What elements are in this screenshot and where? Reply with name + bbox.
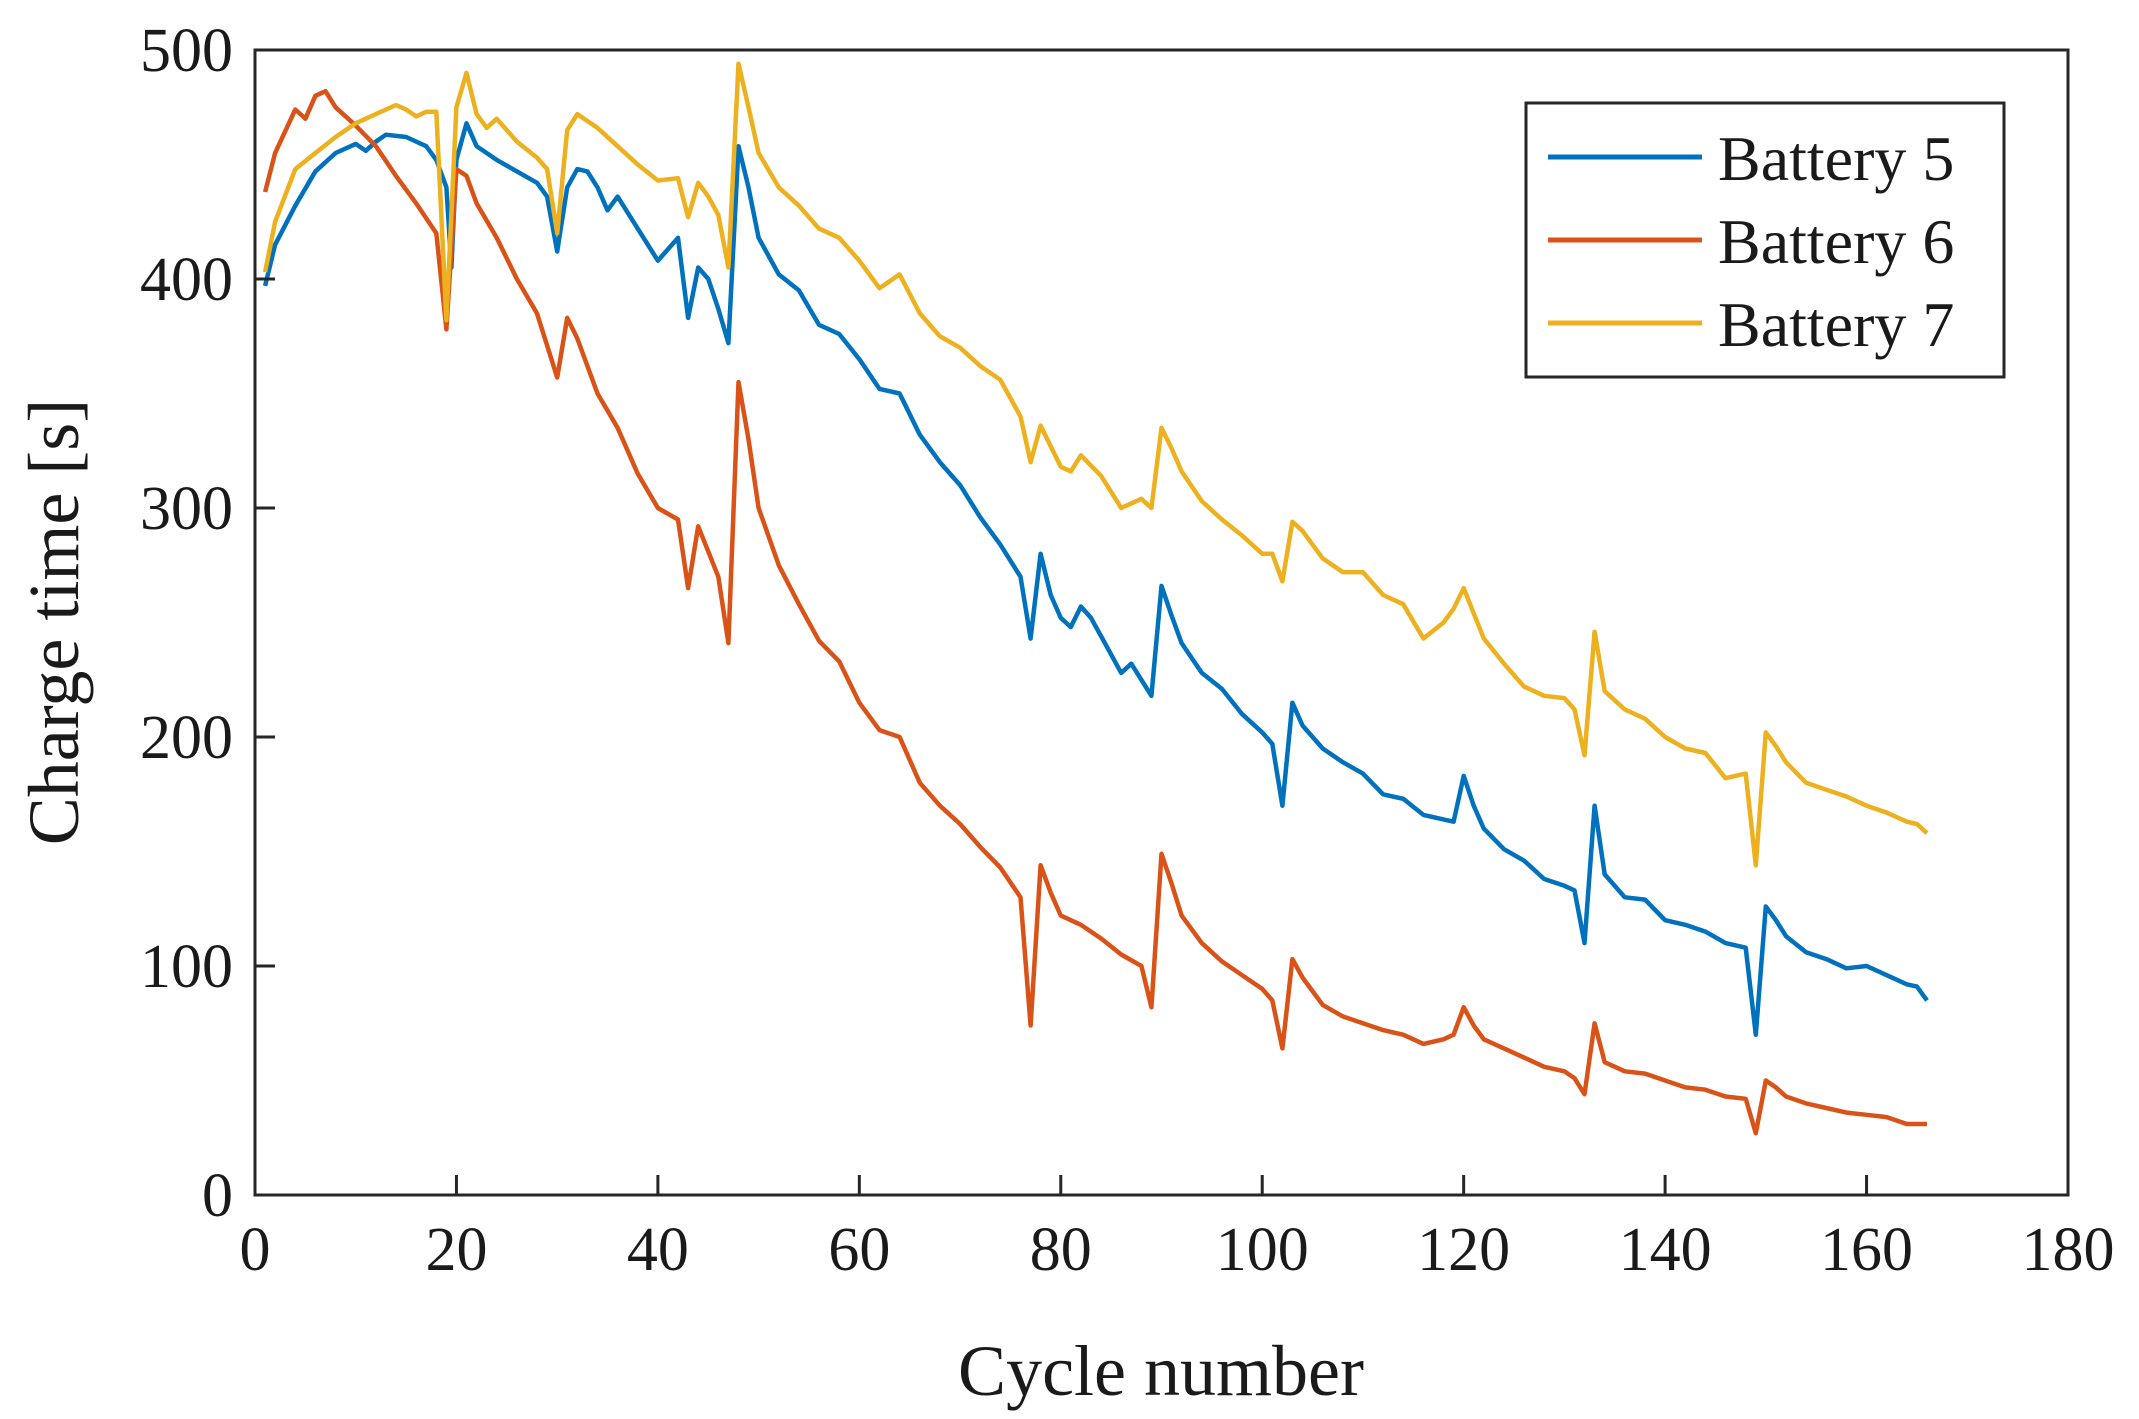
x-tick-label: 80 [1030, 1216, 1092, 1284]
plot-area-frame [253, 48, 2070, 1197]
legend: Battery 5 Battery 6 Battery 7 [1524, 101, 2006, 379]
series-line-battery-7 [262, 61, 1929, 868]
legend-label-battery-5: Battery 5 [1718, 123, 1954, 194]
y-tick-label: 400 [140, 246, 233, 314]
x-tick-label: 140 [1619, 1216, 1712, 1284]
series-line-battery-5 [262, 121, 1929, 1037]
series-layer [262, 61, 1929, 1136]
series-line-battery-6 [262, 88, 1927, 1136]
legend-label-battery-6: Battery 6 [1718, 206, 1954, 277]
x-tick-label: 40 [627, 1216, 689, 1284]
x-tick-label: 160 [1820, 1216, 1913, 1284]
x-tick-label: 120 [1417, 1216, 1510, 1284]
x-tick-label: 0 [240, 1216, 271, 1284]
x-tick-label: 180 [2022, 1216, 2115, 1284]
legend-label-battery-7: Battery 7 [1718, 289, 1954, 360]
x-tick-label: 60 [828, 1216, 890, 1284]
y-tick-label: 300 [140, 475, 233, 543]
x-axis-label: Cycle number [958, 1331, 1364, 1411]
y-tick-label: 200 [140, 704, 233, 772]
x-tick-label: 100 [1216, 1216, 1309, 1284]
y-tick-label: 100 [140, 933, 233, 1001]
x-tick-label: 20 [425, 1216, 487, 1284]
y-tick-label: 500 [140, 17, 233, 85]
y-tick-label: 0 [202, 1162, 233, 1230]
ticks-layer: 0 20 40 60 80 100 120 140 160 180 0 100 200 300 400 500 [140, 17, 2115, 1284]
y-axis-label: Charge time [s] [14, 399, 94, 846]
